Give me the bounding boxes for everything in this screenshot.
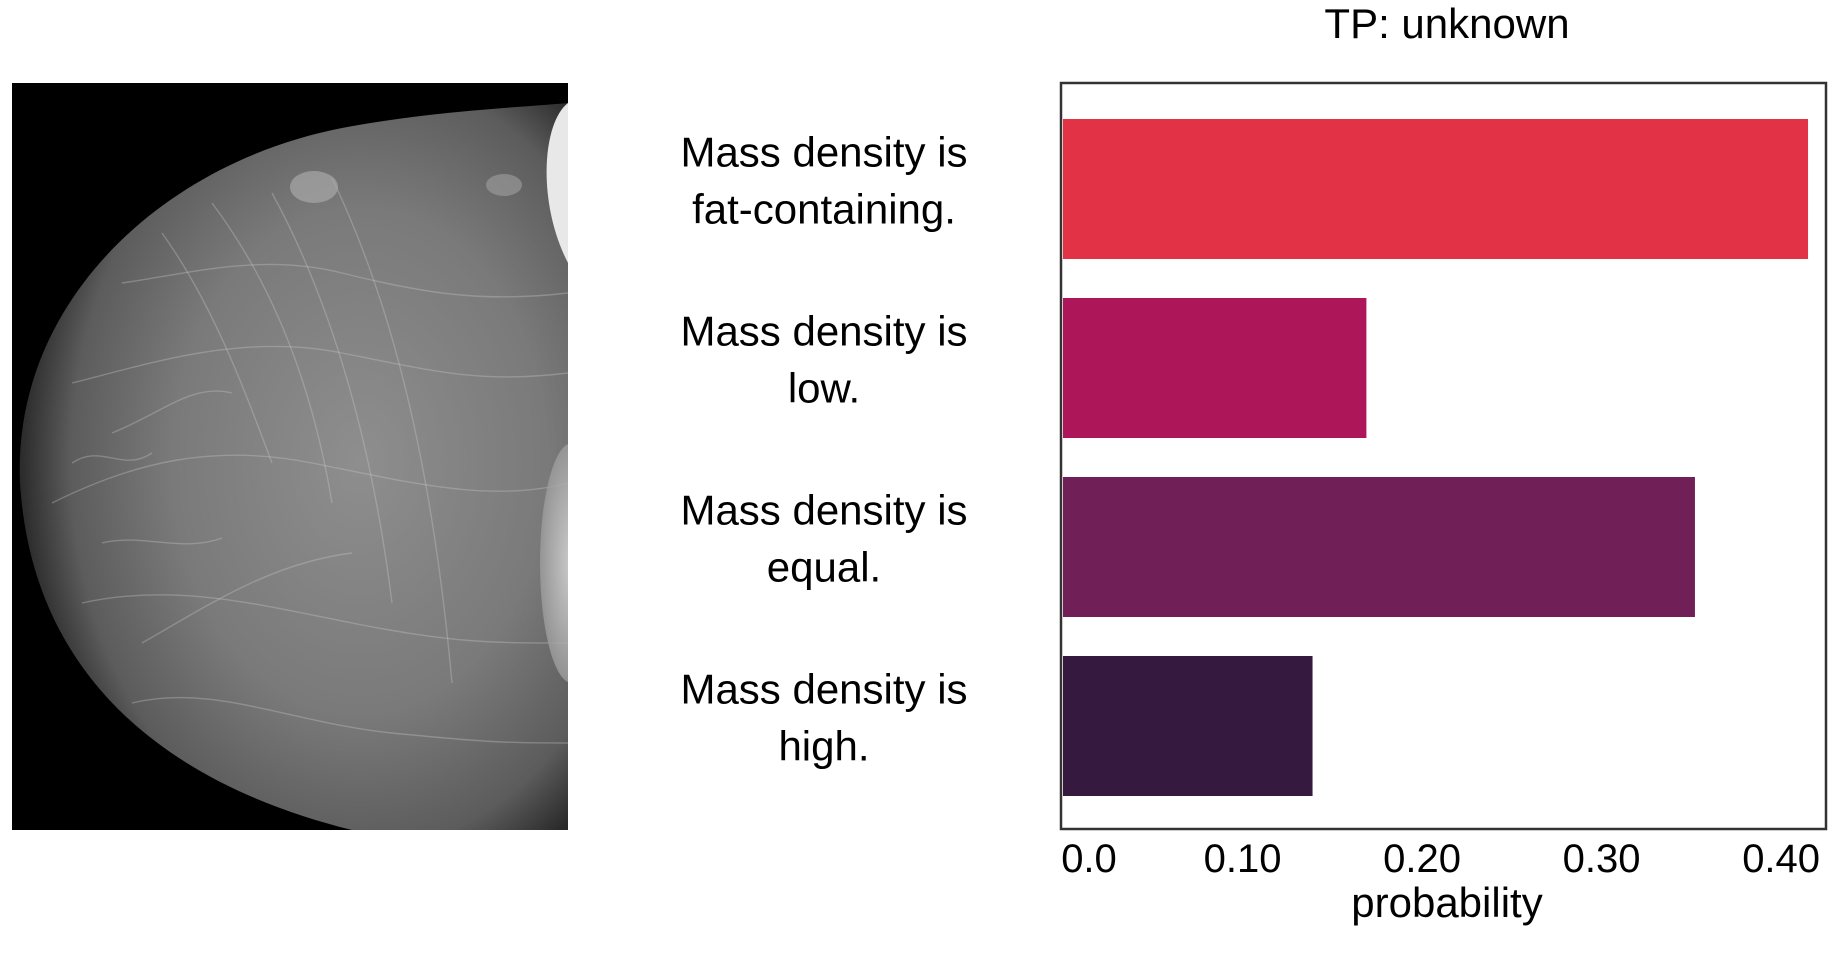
category-label-1-line-0: Mass density is [680, 308, 967, 355]
bright-region [540, 443, 568, 683]
x-tick-label-4: 0.40 [1742, 837, 1820, 881]
x-axis-label: probability [1351, 879, 1542, 926]
bar-2 [1063, 477, 1695, 617]
breast-tissue [19, 93, 568, 830]
bar-1 [1063, 298, 1367, 438]
chart-title: TP: unknown [1324, 0, 1569, 47]
category-label-3-line-1: high. [778, 723, 869, 770]
x-tick-label-0: 0.0 [1061, 837, 1117, 881]
tissue-texture [51, 177, 568, 744]
tissue-lesion [290, 171, 338, 203]
category-label-3-line-0: Mass density is [680, 666, 967, 713]
x-axis-ticks: 0.0 0.10 0.20 0.30 0.40 [1061, 837, 1820, 881]
x-tick-label-3: 0.30 [1563, 837, 1641, 881]
category-label-0-line-1: fat-containing. [692, 186, 956, 233]
bar-3 [1063, 656, 1313, 796]
category-label-1-line-1: low. [788, 365, 860, 412]
category-label-0-line-0: Mass density is [680, 129, 967, 176]
category-labels: Mass density is fat-containing. Mass densi… [680, 129, 967, 770]
plot-frame [1059, 81, 1828, 831]
bar-0 [1063, 119, 1809, 259]
tissue-lesion [486, 174, 522, 196]
mammogram-image [12, 83, 568, 830]
bars-layer [1063, 119, 1809, 796]
category-label-2-line-0: Mass density is [680, 487, 967, 534]
category-label-2-line-1: equal. [767, 544, 881, 591]
pectoral-region [546, 103, 568, 263]
x-tick-label-1: 0.10 [1204, 837, 1282, 881]
x-tick-label-2: 0.20 [1383, 837, 1461, 881]
